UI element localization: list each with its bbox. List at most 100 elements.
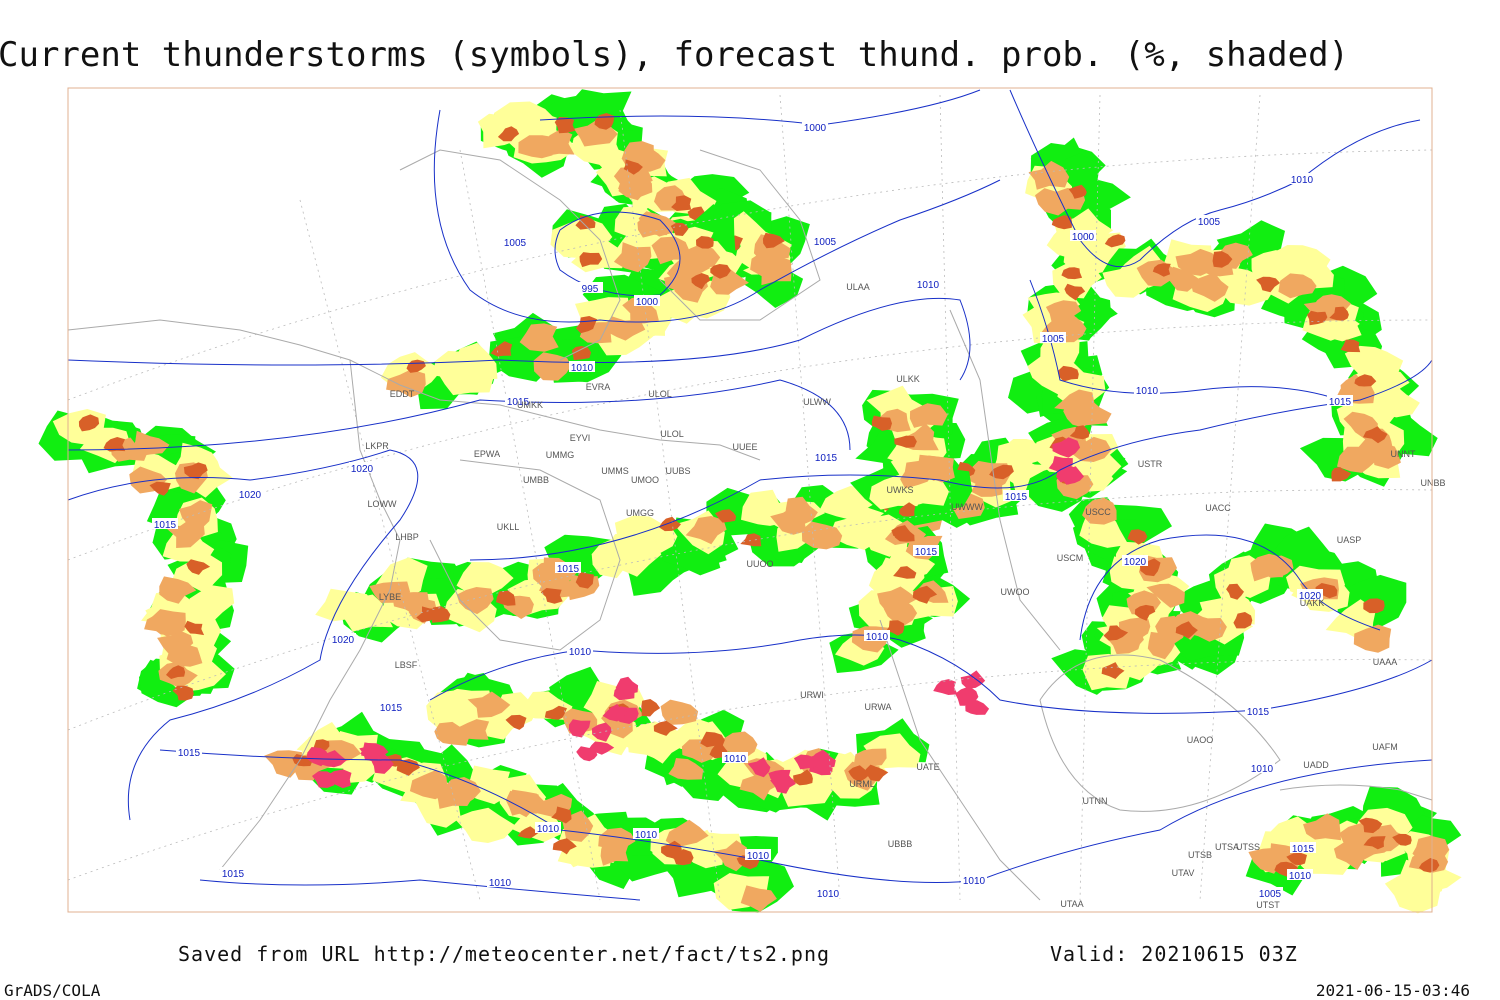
isobar-label-bg (1070, 230, 1096, 241)
shade-cell (569, 89, 633, 133)
shade-cell (166, 641, 203, 667)
shade-cell (505, 790, 542, 816)
shade-cell (1353, 624, 1392, 653)
isobar-label-bg (722, 752, 748, 763)
station-code: UAAA (1373, 657, 1398, 667)
isobar-label-bg (813, 451, 839, 462)
shade-cell (360, 742, 384, 761)
shade-cell (467, 691, 511, 718)
isobar-label: 1010 (1251, 764, 1274, 775)
shade-cell (456, 587, 494, 615)
shade-cell (793, 769, 813, 786)
station-code: URWI (800, 690, 824, 700)
shade-cell (606, 532, 662, 577)
isobar-label-bg (1287, 869, 1313, 880)
shade-cell (1101, 662, 1125, 679)
isobar-label-bg (864, 630, 890, 641)
station-code: UUEE (732, 442, 757, 452)
shade-cell (691, 273, 711, 290)
station-code: UADD (1303, 760, 1329, 770)
shade-cell (1259, 555, 1294, 578)
shade-cell (189, 585, 235, 623)
valid-time: Valid: 20210615 03Z (1050, 942, 1298, 966)
shade-cell (1082, 497, 1117, 525)
shade-cell (386, 369, 426, 398)
shade-cell (854, 748, 887, 768)
shade-cell (602, 703, 630, 722)
shade-cell (637, 213, 671, 238)
isobar-label-bg (1289, 173, 1315, 184)
shade-cell (519, 323, 559, 352)
station-code: UAFM (1372, 742, 1398, 752)
shade-cell (172, 685, 194, 701)
isobar-label-bg (812, 235, 838, 246)
isobar-label: 1010 (817, 889, 840, 900)
shade-cell (1040, 335, 1080, 373)
shade-cell (917, 454, 954, 481)
shade-cell (700, 731, 725, 748)
isobar-label-bg (961, 874, 987, 885)
station-code: UTSB (1188, 850, 1212, 860)
shade-cell (660, 699, 699, 725)
shade-cell (103, 437, 126, 452)
isobar-label-bg (569, 361, 595, 372)
isobar-label: 1015 (1329, 397, 1352, 408)
station-code: UTSA (1215, 842, 1239, 852)
shade-cell (1073, 401, 1112, 426)
station-code: UMMS (601, 466, 629, 476)
station-code: UTAA (1060, 899, 1083, 909)
shade-cell (1340, 374, 1371, 400)
shade-cell (571, 346, 592, 361)
station-code: LBSF (395, 660, 418, 670)
shade-cell (1052, 437, 1081, 458)
station-code: USTR (1138, 459, 1163, 469)
station-code: ULKK (896, 374, 920, 384)
shade-cell (871, 415, 892, 431)
station-code: ULOL (660, 429, 684, 439)
station-code: EVRA (586, 382, 611, 392)
station-code: ULAA (846, 282, 870, 292)
station-code: UASP (1337, 535, 1362, 545)
shade-cell (1061, 267, 1083, 280)
isobar-label: 1000 (804, 123, 827, 134)
shade-cell (1152, 263, 1171, 277)
isobar-label-bg (349, 462, 375, 473)
isobar-label-bg (1134, 384, 1160, 395)
station-code: UATE (916, 762, 939, 772)
shade-cell (671, 195, 692, 211)
station-code: UNNT (1391, 449, 1416, 459)
shade-cell (326, 769, 352, 789)
isobar-label: 1015 (557, 564, 580, 575)
shade-cell (1146, 583, 1185, 608)
station-code: URML (849, 779, 875, 789)
shade-cell (497, 126, 520, 142)
shade-cell (1226, 583, 1244, 600)
isobar-label: 1005 (814, 237, 837, 248)
shade-cell (912, 585, 938, 604)
shade-cell (770, 776, 796, 794)
shade-cell (1325, 599, 1376, 640)
shade-cell (618, 169, 653, 197)
isobar-label: 995 (582, 284, 599, 295)
shade-cell (1068, 184, 1087, 199)
shade-cell (396, 759, 420, 776)
shade-cell (1056, 465, 1081, 483)
shade-cell (653, 720, 678, 736)
station-code: UMOO (631, 475, 659, 485)
isobar-label-bg (915, 278, 941, 289)
station-code: UTAV (1172, 868, 1195, 878)
shade-cell (505, 714, 527, 730)
station-code: UMBB (523, 475, 549, 485)
shade-cell (713, 840, 748, 872)
station-code: UMGG (626, 508, 654, 518)
isobar-label-bg (220, 867, 246, 878)
shade-cell (1134, 604, 1156, 621)
isobar-label: 1015 (154, 520, 177, 531)
station-code: UTST (1256, 900, 1280, 910)
station-code: UTNN (1083, 796, 1108, 806)
shade-cell (1103, 625, 1129, 641)
shade-cell (965, 700, 990, 715)
shade-cell (1127, 529, 1148, 545)
